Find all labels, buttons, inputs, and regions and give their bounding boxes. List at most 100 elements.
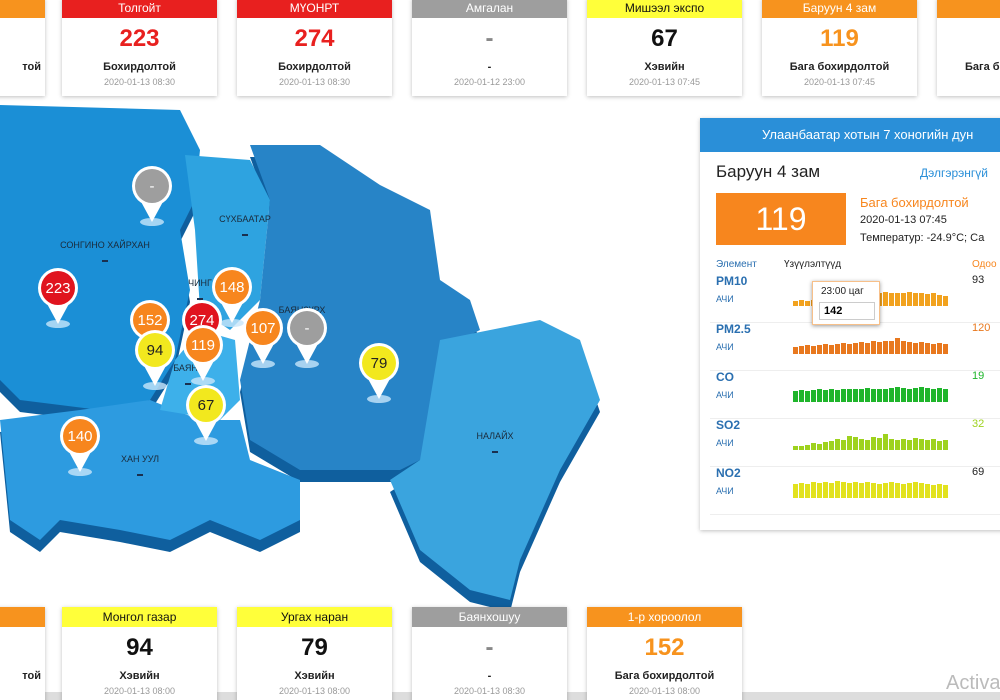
marker-body	[290, 311, 324, 345]
district	[390, 320, 600, 600]
map-marker: 148	[212, 267, 252, 327]
map-marker: -	[132, 166, 172, 226]
spark-bar	[913, 343, 918, 354]
district	[240, 145, 480, 470]
station-card: той	[0, 607, 45, 700]
map-marker: -	[287, 308, 327, 368]
element-sub: АЧИ	[716, 294, 734, 304]
district-dot	[197, 298, 203, 300]
marker-body	[362, 346, 396, 380]
spark-bar	[877, 483, 882, 498]
marker-value: 94	[147, 342, 164, 359]
spark-bar	[793, 300, 798, 306]
card-status: -	[487, 670, 492, 682]
spark-bar	[931, 484, 936, 498]
card-status: Бага бохирдолтой	[614, 670, 715, 682]
card-value: -	[485, 634, 494, 661]
marker-body	[135, 169, 169, 203]
spark-bar	[943, 296, 948, 306]
spark-bar	[793, 483, 798, 498]
spark-bar	[907, 440, 912, 450]
spark-bar	[937, 343, 942, 354]
spark-bar	[805, 345, 810, 354]
card-value: 223	[119, 25, 160, 52]
spark-bar	[871, 341, 876, 354]
spark-bar	[937, 483, 942, 498]
spark-bar	[841, 389, 846, 402]
element-name: CO	[716, 370, 734, 384]
card-value: 152	[644, 634, 685, 661]
details-link[interactable]: Дэлгэрэнгүй	[920, 166, 988, 180]
spark-bar	[805, 444, 810, 450]
current-value: 32	[972, 418, 985, 430]
spark-bar	[841, 440, 846, 450]
element-sub: АЧИ	[716, 438, 734, 448]
marker-value: 79	[371, 355, 388, 372]
station-card: Амгалан - - 2020-01-12 23:00	[412, 0, 567, 96]
spark-bar	[877, 389, 882, 402]
spark-bar	[859, 388, 864, 402]
spark-bar	[793, 346, 798, 354]
district-label: БАЯНГ	[173, 363, 203, 373]
station-card: той	[0, 0, 45, 96]
map-shapes	[0, 105, 600, 612]
spark-bar	[901, 387, 906, 402]
spark-bar	[793, 446, 798, 450]
spark-bar	[913, 387, 918, 402]
spark-bar	[823, 390, 828, 402]
marker-body	[138, 333, 172, 367]
marker-body	[133, 303, 167, 337]
district-label: ХАН УУЛ	[121, 454, 159, 464]
weather: Температур: -24.9°C; Са	[860, 232, 985, 244]
spark-bar	[811, 481, 816, 498]
column-header: Элемент	[716, 259, 757, 270]
spark-bar	[799, 482, 804, 498]
spark-bar	[871, 437, 876, 450]
card-status: Бага бо	[965, 61, 1000, 73]
spark-bar	[925, 294, 930, 306]
element-sub: АЧИ	[716, 390, 734, 400]
spark-bar	[799, 299, 804, 306]
map-marker: 140	[60, 416, 100, 476]
station-card: Баруун 4 зам 119 Бага бохирдолтой 2020-01-1…	[762, 0, 917, 96]
spark-bar	[871, 482, 876, 498]
spark-bar	[835, 439, 840, 450]
spark-bar	[919, 386, 924, 402]
spark-bar	[853, 389, 858, 402]
card-value: 79	[301, 634, 328, 661]
spark-bar	[817, 443, 822, 450]
spark-bar	[799, 445, 804, 450]
district-dot	[492, 451, 498, 453]
district	[0, 105, 200, 410]
map-marker: 119	[183, 325, 223, 385]
card-header: Баруун 4 зам	[762, 0, 917, 18]
spark-bar	[865, 343, 870, 354]
spark-bar	[835, 344, 840, 354]
spark-bar	[877, 438, 882, 450]
spark-bar	[871, 388, 876, 402]
card-status: -	[487, 61, 492, 73]
card-status: Хэвийн	[294, 670, 335, 682]
card-status: Бага бохирдолтой	[789, 61, 890, 73]
marker-value: 119	[191, 337, 215, 354]
spark-bar	[817, 482, 822, 498]
card-header: Бох	[937, 0, 1000, 18]
spark-bar	[853, 436, 858, 450]
spark-bar	[901, 292, 906, 306]
card-value: -	[485, 25, 494, 52]
spark-bar	[883, 482, 888, 498]
current-value: 69	[972, 466, 985, 478]
map-marker: 107	[243, 308, 283, 368]
card-status: той	[22, 670, 41, 682]
card-status: Хэвийн	[644, 61, 685, 73]
marker-body	[215, 270, 249, 304]
card-header: Баянхошуу	[412, 607, 567, 627]
card-status: Бохирдолтой	[103, 61, 176, 73]
spark-bar	[913, 438, 918, 450]
marker-value: 223	[45, 280, 70, 297]
marker-value: 107	[250, 320, 275, 337]
watermark: Activa	[946, 672, 1000, 694]
current-value: 93	[972, 274, 985, 286]
spark-bar	[943, 484, 948, 498]
spark-bar	[829, 441, 834, 450]
